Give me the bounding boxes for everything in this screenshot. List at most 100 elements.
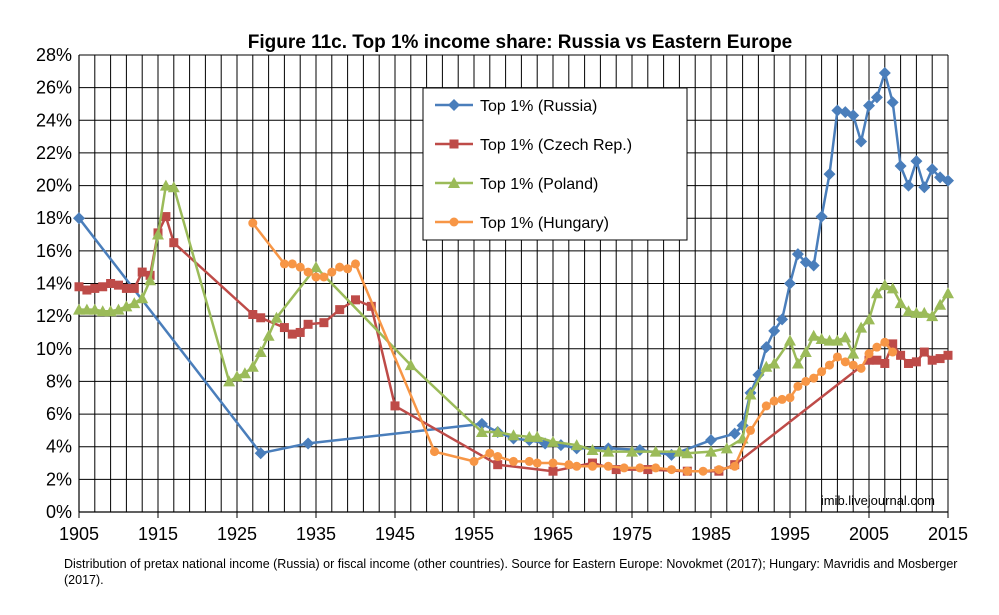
data-point xyxy=(705,445,717,457)
legend-entry: Top 1% (Czech Rep.) xyxy=(435,137,632,154)
legend: Top 1% (Russia) Top 1% (Czech Rep.) Top 1%… xyxy=(422,87,688,241)
x-tick-label: 1965 xyxy=(533,524,573,544)
legend-box xyxy=(422,87,688,241)
data-point xyxy=(588,461,597,471)
data-point xyxy=(799,346,812,358)
series-circle xyxy=(248,218,898,476)
data-point xyxy=(878,66,891,79)
data-point xyxy=(840,357,850,367)
data-point xyxy=(88,303,101,315)
data-point xyxy=(894,159,907,172)
y-tick-label: 20% xyxy=(36,176,72,196)
data-point xyxy=(279,323,289,333)
data-point xyxy=(129,283,139,293)
data-point xyxy=(793,381,803,391)
data-point xyxy=(784,277,796,290)
data-point xyxy=(335,305,345,315)
data-point xyxy=(112,303,125,315)
data-point xyxy=(760,360,773,372)
data-point xyxy=(673,445,686,457)
data-point xyxy=(855,135,868,148)
data-point xyxy=(90,283,100,293)
data-point xyxy=(847,109,860,122)
data-point xyxy=(801,376,811,386)
data-point xyxy=(524,456,534,466)
legend-marker xyxy=(449,217,459,227)
data-point xyxy=(831,334,844,346)
x-tick-label: 2005 xyxy=(849,524,889,544)
data-point xyxy=(791,357,804,369)
data-point xyxy=(878,279,891,291)
x-tick-label: 1915 xyxy=(138,524,178,544)
data-point xyxy=(942,174,954,187)
data-point xyxy=(847,347,860,359)
data-point xyxy=(649,445,662,457)
data-point xyxy=(626,445,638,457)
data-point xyxy=(310,261,322,273)
data-point xyxy=(523,430,536,442)
data-point xyxy=(752,368,765,381)
legend-marker xyxy=(448,177,460,188)
data-point xyxy=(106,279,116,288)
data-point xyxy=(918,306,931,318)
data-point xyxy=(256,313,266,323)
data-point xyxy=(784,334,796,346)
data-point xyxy=(926,163,939,176)
data-point xyxy=(888,339,898,349)
data-point xyxy=(896,350,906,360)
data-point xyxy=(926,310,939,322)
data-point xyxy=(603,461,613,471)
data-point xyxy=(128,297,141,309)
data-point xyxy=(856,363,866,373)
data-point xyxy=(570,439,583,451)
data-point xyxy=(880,337,890,347)
data-point xyxy=(744,388,757,400)
data-point xyxy=(910,155,923,168)
data-point xyxy=(761,401,771,411)
x-tick-label: 1985 xyxy=(691,524,731,544)
legend-label: Top 1% (Czech Rep.) xyxy=(480,137,632,154)
data-point xyxy=(351,259,360,269)
data-point xyxy=(161,212,171,222)
data-point xyxy=(870,287,883,299)
y-tick-label: 28% xyxy=(36,45,72,65)
y-tick-label: 18% xyxy=(36,208,72,228)
data-point xyxy=(120,300,133,312)
data-point xyxy=(311,272,321,282)
data-point xyxy=(855,321,868,333)
data-point xyxy=(902,179,915,192)
data-point xyxy=(769,396,779,406)
data-point xyxy=(430,447,439,457)
y-tick-label: 4% xyxy=(46,437,72,457)
x-tick-label: 1995 xyxy=(770,524,810,544)
data-point xyxy=(319,272,329,282)
data-point xyxy=(548,458,558,468)
data-point xyxy=(864,355,874,365)
data-point xyxy=(121,283,131,293)
legend-label: Top 1% (Poland) xyxy=(480,176,598,193)
data-point xyxy=(872,355,882,365)
data-point xyxy=(74,282,84,292)
data-point xyxy=(611,465,621,475)
data-point xyxy=(942,287,954,299)
data-point xyxy=(815,210,828,223)
watermark: imib.livejournal.com xyxy=(821,493,935,508)
data-point xyxy=(73,212,85,225)
data-point xyxy=(619,463,629,473)
data-point xyxy=(870,91,883,104)
data-point xyxy=(547,435,559,447)
data-point xyxy=(602,445,615,457)
y-tick-label: 6% xyxy=(46,404,72,424)
data-point xyxy=(919,347,929,357)
data-point xyxy=(491,426,504,438)
data-point xyxy=(302,437,315,450)
data-point xyxy=(254,346,267,358)
data-point xyxy=(303,319,313,329)
data-point xyxy=(507,429,520,441)
data-point xyxy=(894,297,907,309)
data-point xyxy=(832,352,842,362)
data-point xyxy=(730,461,740,471)
data-point xyxy=(760,341,773,354)
